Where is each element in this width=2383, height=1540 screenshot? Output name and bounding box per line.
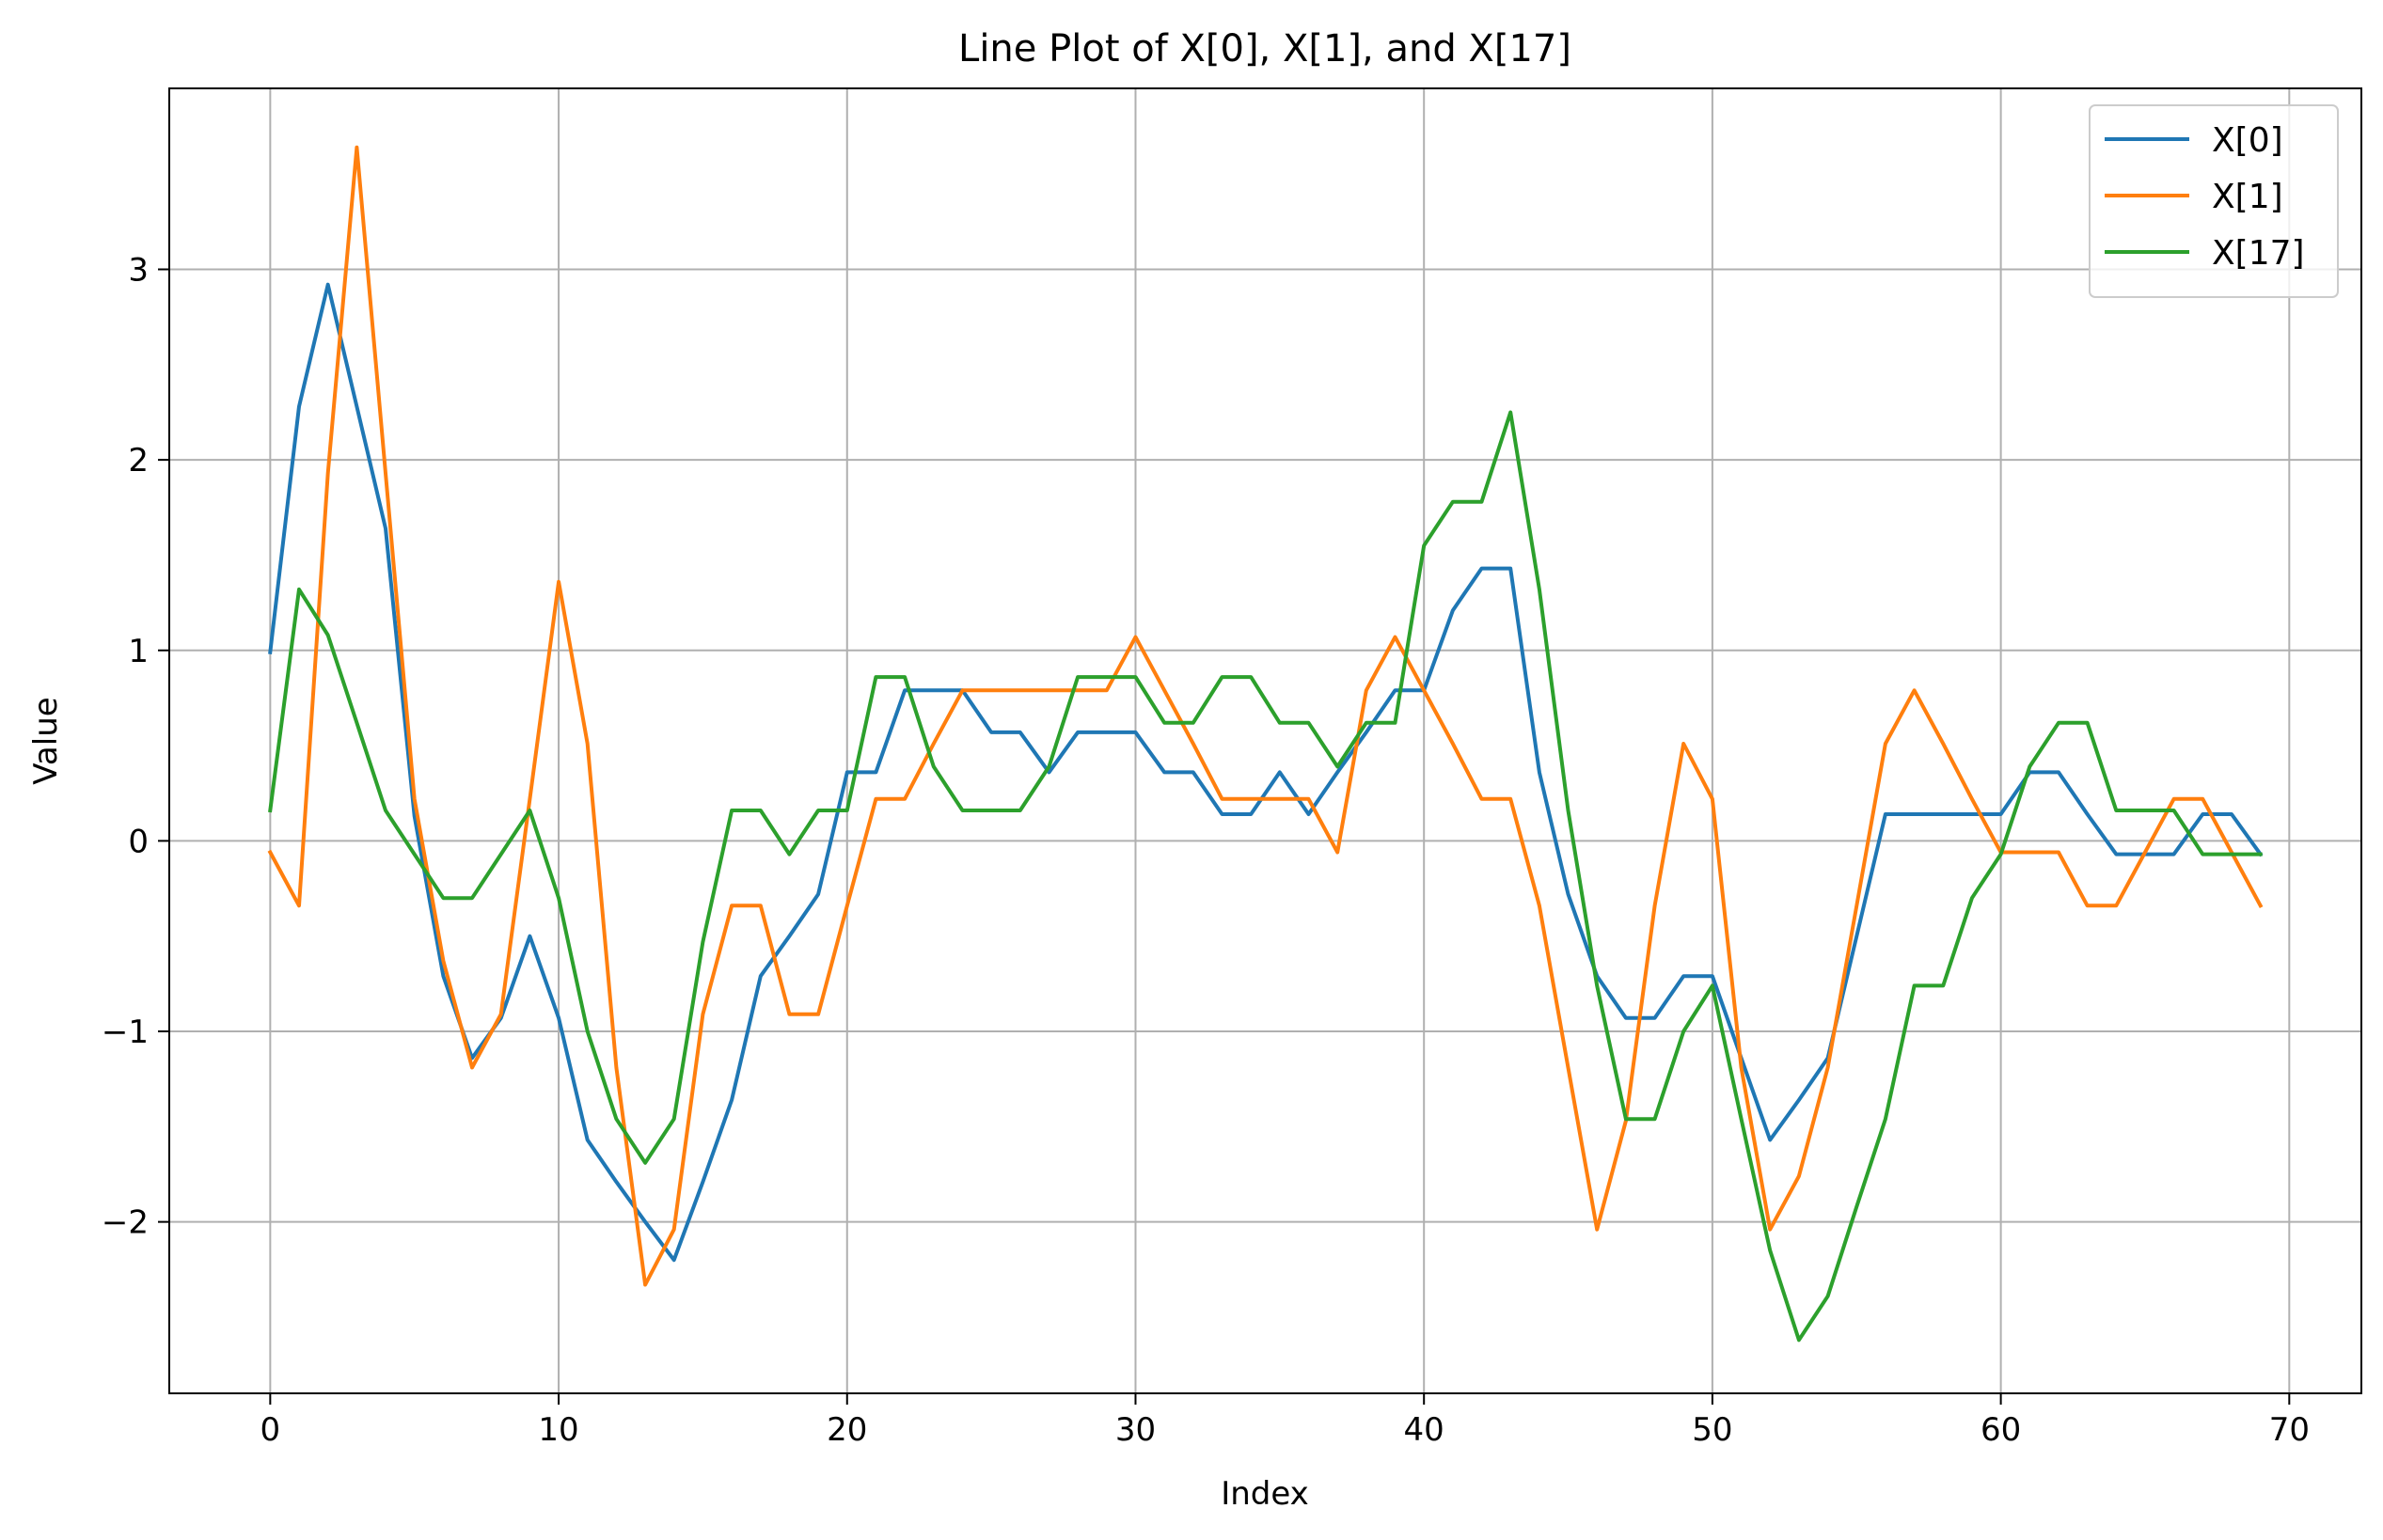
y-tick-label: −2 bbox=[102, 1204, 149, 1242]
legend-label: X[0] bbox=[2212, 121, 2283, 160]
y-tick-label: 3 bbox=[128, 251, 149, 289]
legend-box bbox=[2089, 104, 2339, 298]
x-tick-label: 60 bbox=[1981, 1411, 2021, 1449]
legend: X[0] X[1] X[17] bbox=[2089, 104, 2339, 298]
y-tick-label: −1 bbox=[102, 1014, 149, 1051]
series-lines bbox=[267, 145, 2264, 1343]
series-line-2 bbox=[268, 410, 2263, 1343]
x-axis-ticks: 0 10 20 30 40 50 60 70 bbox=[260, 1393, 2310, 1449]
y-axis-label: Value bbox=[27, 697, 65, 784]
y-tick-label: 2 bbox=[128, 442, 149, 479]
y-tick-label: 0 bbox=[128, 823, 149, 860]
series-line-1 bbox=[267, 145, 2264, 1287]
chart-title: Line Plot of X[0], X[1], and X[17] bbox=[958, 27, 1571, 71]
series-line-0 bbox=[268, 282, 2264, 1263]
x-tick-label: 40 bbox=[1404, 1411, 1444, 1449]
x-tick-label: 30 bbox=[1115, 1411, 1156, 1449]
x-axis-label: Index bbox=[1221, 1475, 1309, 1513]
y-tick-label: 1 bbox=[128, 633, 149, 670]
legend-label: X[1] bbox=[2212, 178, 2283, 216]
x-tick-label: 50 bbox=[1692, 1411, 1732, 1449]
x-tick-label: 10 bbox=[538, 1411, 578, 1449]
plot-area-frame bbox=[168, 87, 2362, 1394]
x-tick-label: 0 bbox=[260, 1411, 281, 1449]
legend-label: X[17] bbox=[2212, 234, 2305, 273]
y-axis-ticks: −2 −1 0 1 2 3 bbox=[102, 251, 169, 1242]
x-tick-label: 20 bbox=[827, 1411, 867, 1449]
x-tick-label: 70 bbox=[2269, 1411, 2310, 1449]
grid bbox=[169, 88, 2361, 1393]
